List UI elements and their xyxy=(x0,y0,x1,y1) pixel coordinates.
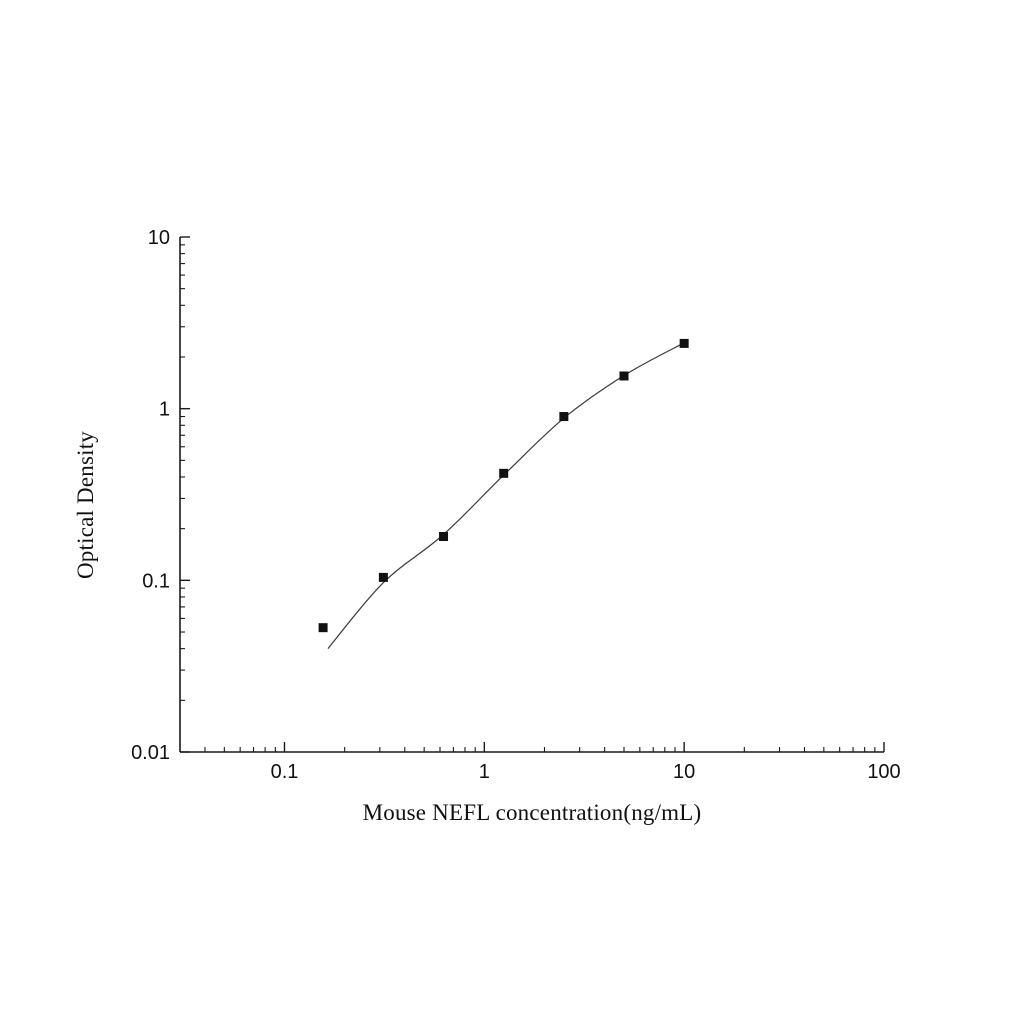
x-tick-label: 100 xyxy=(867,761,900,783)
x-tick-label: 1 xyxy=(479,761,490,783)
x-tick-label: 10 xyxy=(673,761,695,783)
data-point-marker xyxy=(499,468,509,478)
y-tick-label: 1 xyxy=(159,399,170,421)
data-point-marker xyxy=(318,623,328,633)
y-tick-label: 10 xyxy=(148,227,170,249)
data-point-marker xyxy=(439,532,449,542)
x-tick-label: 0.1 xyxy=(271,761,299,783)
data-point-marker xyxy=(378,572,388,582)
data-point-marker xyxy=(619,371,629,381)
data-point-marker xyxy=(559,412,569,422)
y-tick-label: 0.1 xyxy=(142,570,170,592)
data-point-marker xyxy=(679,338,689,348)
y-axis-title: Optical Density xyxy=(73,431,98,579)
x-axis-title: Mouse NEFL concentration(ng/mL) xyxy=(362,800,702,825)
y-tick-label: 0.01 xyxy=(131,742,170,764)
fit-curve-path xyxy=(327,342,685,649)
